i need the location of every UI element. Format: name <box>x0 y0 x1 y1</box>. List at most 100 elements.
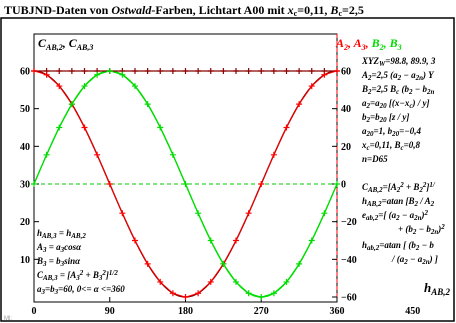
right-y-tick-label: −60 <box>341 293 357 304</box>
x-tick-label: 0 <box>32 306 37 317</box>
left-legend-line-5: a3=b3=60, 0<= α <=360 <box>37 284 125 296</box>
data-point-red <box>94 151 101 158</box>
left-legend: hAB,3 = hAB,2 A3 = a3cosα B3 = b3sinα CA… <box>36 228 125 296</box>
left-y-tick-label: 40 <box>20 142 30 153</box>
right-legend-line-6: a20=1, b20=−0,4 <box>362 126 421 138</box>
data-point-red <box>157 278 164 285</box>
data-point-red <box>321 71 328 78</box>
data-point-red <box>182 294 189 300</box>
data-point-dark_red <box>270 68 277 74</box>
data-point-red <box>195 290 202 297</box>
x-tick-label: 270 <box>254 306 269 317</box>
right-legend-line-2: A2=2,5 (a2 − a2n) Y <box>361 70 435 82</box>
data-point-red <box>258 181 265 187</box>
x-tick-label-extra: 450 <box>405 306 420 317</box>
right-legend-line-12: + (b2 − b2n)2 <box>398 223 445 236</box>
left-legend-line-2: A3 = a3cosα <box>36 242 82 254</box>
right-legend-line-13: hab,2=atan [ (b2 − b <box>362 240 434 252</box>
title-bc-sub: c <box>338 9 342 18</box>
data-point-green <box>106 68 113 74</box>
right-axis-title: A2, A3, B2, B3 <box>335 36 402 52</box>
data-point-dark_red <box>207 68 214 74</box>
right-legend-line-11: eab,2=[ (a2 − a2n)2 <box>362 209 429 222</box>
data-point-green <box>94 71 101 78</box>
data-point-dark_red <box>296 68 303 74</box>
left-y-tick-label: 60 <box>20 67 30 78</box>
data-point-dark_red <box>169 68 176 74</box>
data-point-green <box>296 260 303 267</box>
data-point-red <box>169 290 176 297</box>
axis-ticks: 0 90 180 270 360 450 60 50 40 30 20 10 60 40 20 0 −20 −40… <box>20 67 420 318</box>
title-italic: Ostwald <box>111 3 152 17</box>
left-y-tick-label: 20 <box>20 217 30 228</box>
data-point-red <box>56 83 63 90</box>
data-point-dark_red <box>144 68 151 74</box>
data-point-red <box>119 210 126 217</box>
data-point-green <box>31 181 37 187</box>
right-legend-line-10: hAB,2=atan [B2 / A2 <box>362 196 435 208</box>
right-legend-line-9: CAB,2=[A22 + B22]1/ <box>362 181 436 194</box>
data-point-red <box>43 71 50 78</box>
x-axis-title: hAB,2 <box>424 280 450 297</box>
data-point-dark_red <box>132 68 138 74</box>
title-bc-label: B <box>329 3 338 17</box>
left-y-tick-label: 30 <box>20 180 30 191</box>
data-point-dark_red <box>283 68 290 74</box>
right-legend-line-7: xc=0,11, Bc=0,8 <box>361 140 420 152</box>
data-point-red <box>245 210 252 217</box>
right-y-tick-label: −40 <box>341 255 357 266</box>
data-point-green <box>169 151 176 158</box>
title-prefix: TUBJND-Daten von <box>4 3 111 17</box>
data-point-dark_red <box>81 68 88 74</box>
data-point-dark_red <box>233 68 239 74</box>
data-point-green <box>270 290 277 297</box>
data-point-green <box>220 260 227 267</box>
data-point-dark_red <box>195 68 202 74</box>
footer-text: Ml: <box>4 316 12 322</box>
data-point-red <box>31 68 37 74</box>
right-legend: XYZW=98.8, 89.9, 3 A2=2,5 (a2 − a2n) Y B… <box>361 56 445 266</box>
title-bc-value: =2,5 <box>342 3 364 17</box>
data-point-dark_red <box>68 68 75 74</box>
data-point-green <box>81 83 88 90</box>
data-point-green <box>308 237 315 244</box>
data-point-green <box>283 278 290 285</box>
data-point-green <box>144 101 151 108</box>
data-point-green <box>334 181 340 187</box>
title-xc-label: x <box>287 3 294 17</box>
data-point-red <box>81 124 88 131</box>
left-legend-line-3: B3 = b3sinα <box>36 256 81 268</box>
right-legend-line-1: XYZW=98.8, 89.9, 3 <box>361 56 436 68</box>
data-point-green <box>68 101 75 108</box>
data-point-red <box>233 237 239 244</box>
right-y-tick-label: 0 <box>341 180 346 191</box>
data-point-red <box>334 68 340 74</box>
chart-frame <box>0 17 455 322</box>
data-point-dark_red <box>308 68 315 74</box>
data-point-green <box>43 151 50 158</box>
data-point-red <box>132 237 138 244</box>
left-legend-line-4: CAB,3 = [A32 + B32]1/2 <box>37 269 118 282</box>
data-point-dark_red <box>258 68 265 74</box>
data-point-red <box>207 278 214 285</box>
data-point-green <box>321 210 328 217</box>
right-legend-line-5: b2=b20 [z / y] <box>362 112 409 124</box>
data-point-green <box>119 71 126 78</box>
data-point-green <box>258 294 265 300</box>
data-point-red <box>283 124 290 131</box>
right-legend-line-3: B2=2,5 Bc (b2 − b2n <box>361 84 434 96</box>
data-point-dark_red <box>56 68 63 74</box>
x-tick-label: 90 <box>105 306 115 317</box>
data-point-green <box>245 290 252 297</box>
chart-series <box>31 68 340 300</box>
data-point-red <box>308 83 315 90</box>
title-xc-value: =0,11, <box>297 3 330 17</box>
x-tick-label: 180 <box>178 306 193 317</box>
data-point-green <box>56 124 63 131</box>
data-point-red <box>144 260 151 267</box>
data-point-green <box>233 278 239 285</box>
left-y-tick-label: 50 <box>20 104 30 115</box>
data-point-green <box>157 124 164 131</box>
right-y-tick-label: 20 <box>341 142 351 153</box>
